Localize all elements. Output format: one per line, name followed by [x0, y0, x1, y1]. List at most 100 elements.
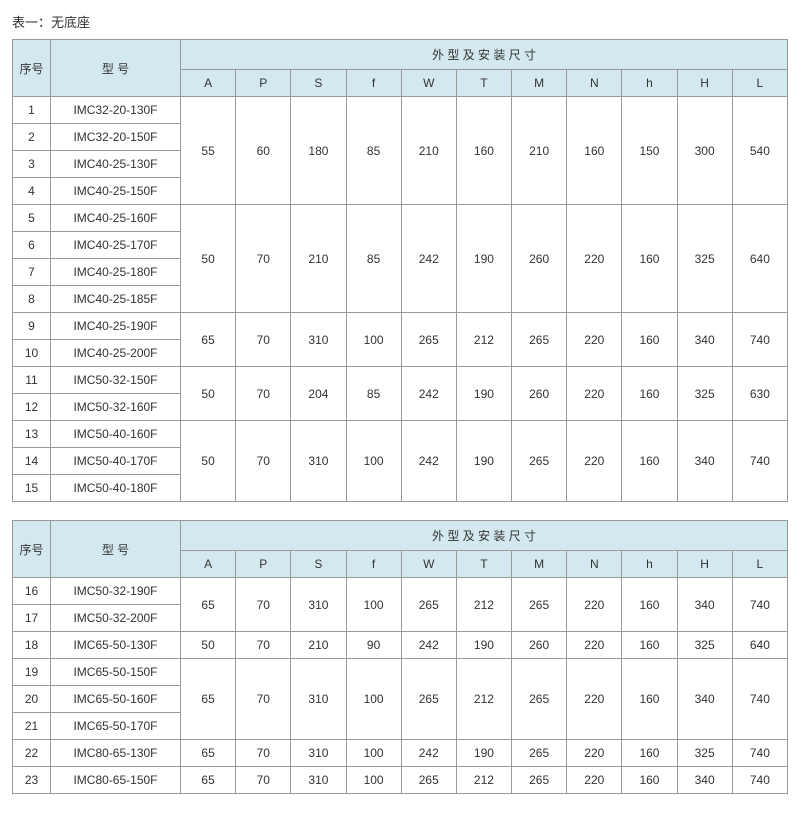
cell-dim: 220 [567, 659, 622, 740]
cell-dim: 70 [236, 313, 291, 367]
cell-dim: 325 [677, 632, 732, 659]
cell-dim: 160 [567, 97, 622, 205]
table-row: 23IMC80-65-150F6570310100265212265220160… [13, 767, 788, 794]
cell-dim: 265 [401, 578, 456, 632]
cell-dim: 85 [346, 367, 401, 421]
cell-model: IMC50-32-150F [51, 367, 181, 394]
cell-dim: 220 [567, 632, 622, 659]
cell-dim: 242 [401, 367, 456, 421]
cell-dim: 220 [567, 313, 622, 367]
cell-model: IMC40-25-200F [51, 340, 181, 367]
cell-dim: 212 [456, 659, 511, 740]
table-title: 表一：无底座 [12, 12, 788, 31]
col-seq: 序号 [13, 521, 51, 578]
cell-dim: 325 [677, 367, 732, 421]
col-model: 型 号 [51, 40, 181, 97]
cell-dim: 70 [236, 421, 291, 502]
cell-dim: 265 [512, 659, 567, 740]
cell-model: IMC80-65-150F [51, 767, 181, 794]
cell-seq: 16 [13, 578, 51, 605]
cell-seq: 19 [13, 659, 51, 686]
cell-dim: 50 [181, 421, 236, 502]
cell-dim: 340 [677, 421, 732, 502]
cell-seq: 1 [13, 97, 51, 124]
cell-seq: 23 [13, 767, 51, 794]
table-row: 19IMC65-50-150F6570310100265212265220160… [13, 659, 788, 686]
cell-seq: 17 [13, 605, 51, 632]
cell-seq: 18 [13, 632, 51, 659]
cell-dim: 210 [291, 205, 346, 313]
col-dim-N: N [567, 551, 622, 578]
cell-dim: 540 [732, 97, 787, 205]
cell-model: IMC65-50-150F [51, 659, 181, 686]
cell-dim: 204 [291, 367, 346, 421]
cell-dim: 160 [622, 421, 677, 502]
cell-dim: 310 [291, 421, 346, 502]
cell-dim: 70 [236, 659, 291, 740]
cell-dim: 190 [456, 205, 511, 313]
cell-dim: 70 [236, 367, 291, 421]
col-dims-title: 外 型 及 安 装 尺 寸 [181, 521, 788, 551]
cell-model: IMC40-25-180F [51, 259, 181, 286]
cell-dim: 212 [456, 313, 511, 367]
cell-dim: 65 [181, 740, 236, 767]
col-dim-S: S [291, 551, 346, 578]
table-head: 序号 型 号 外 型 及 安 装 尺 寸 APSfWTMNhHL [13, 521, 788, 578]
col-dim-H: H [677, 70, 732, 97]
cell-dim: 85 [346, 97, 401, 205]
cell-dim: 640 [732, 205, 787, 313]
cell-dim: 740 [732, 578, 787, 632]
cell-dim: 260 [512, 632, 567, 659]
cell-dim: 220 [567, 421, 622, 502]
col-dim-L: L [732, 551, 787, 578]
cell-dim: 65 [181, 313, 236, 367]
cell-seq: 6 [13, 232, 51, 259]
cell-seq: 5 [13, 205, 51, 232]
cell-dim: 220 [567, 367, 622, 421]
cell-dim: 640 [732, 632, 787, 659]
cell-seq: 4 [13, 178, 51, 205]
cell-dim: 85 [346, 205, 401, 313]
cell-dim: 160 [622, 367, 677, 421]
cell-model: IMC40-25-160F [51, 205, 181, 232]
cell-dim: 100 [346, 313, 401, 367]
cell-dim: 55 [181, 97, 236, 205]
cell-dim: 65 [181, 659, 236, 740]
col-dim-T: T [456, 70, 511, 97]
cell-dim: 265 [401, 659, 456, 740]
cell-dim: 160 [622, 313, 677, 367]
cell-dim: 100 [346, 740, 401, 767]
cell-dim: 60 [236, 97, 291, 205]
cell-dim: 100 [346, 421, 401, 502]
col-dim-T: T [456, 551, 511, 578]
cell-seq: 15 [13, 475, 51, 502]
cell-dim: 310 [291, 659, 346, 740]
cell-seq: 3 [13, 151, 51, 178]
cell-dim: 160 [622, 205, 677, 313]
cell-dim: 190 [456, 632, 511, 659]
cell-dim: 265 [401, 767, 456, 794]
col-dim-f: f [346, 551, 401, 578]
cell-dim: 740 [732, 740, 787, 767]
cell-dim: 220 [567, 205, 622, 313]
cell-model: IMC40-25-170F [51, 232, 181, 259]
cell-dim: 260 [512, 367, 567, 421]
table-row: 13IMC50-40-160F5070310100242190265220160… [13, 421, 788, 448]
col-model: 型 号 [51, 521, 181, 578]
cell-model: IMC32-20-130F [51, 97, 181, 124]
cell-dim: 100 [346, 767, 401, 794]
col-dim-h: h [622, 70, 677, 97]
cell-dim: 100 [346, 659, 401, 740]
cell-dim: 190 [456, 740, 511, 767]
cell-dim: 325 [677, 740, 732, 767]
cell-dim: 210 [512, 97, 567, 205]
cell-dim: 340 [677, 659, 732, 740]
cell-seq: 13 [13, 421, 51, 448]
col-dim-P: P [236, 551, 291, 578]
table-row: 1IMC32-20-130F55601808521016021016015030… [13, 97, 788, 124]
cell-dim: 160 [622, 632, 677, 659]
cell-dim: 242 [401, 740, 456, 767]
cell-dim: 100 [346, 578, 401, 632]
cell-model: IMC50-40-180F [51, 475, 181, 502]
col-dim-H: H [677, 551, 732, 578]
